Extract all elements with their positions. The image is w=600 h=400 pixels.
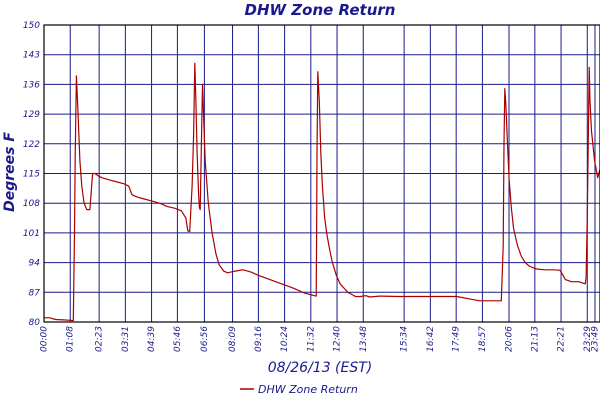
y-tick-label: 150 (23, 21, 40, 31)
x-tick-label: 18:57 (478, 326, 488, 352)
y-tick-label: 94 (29, 259, 41, 269)
series-layer (44, 62, 600, 322)
x-tick-label: 11:32 (306, 326, 316, 352)
y-tick-label: 115 (23, 170, 40, 180)
x-tick-label: 17:49 (452, 326, 462, 352)
y-axis-title: Degrees F (2, 132, 18, 212)
x-tick-label: 02:23 (95, 326, 105, 352)
x-tick-label: 04:39 (147, 326, 157, 352)
x-tick-label: 12:40 (333, 326, 343, 352)
legend: DHW Zone Return (240, 383, 358, 396)
x-tick-label: 08:09 (228, 326, 238, 352)
y-tick-label: 101 (23, 229, 40, 239)
plot-frame (43, 24, 600, 323)
x-tick-label: 10:24 (280, 326, 290, 352)
y-tick-label: 143 (23, 51, 40, 61)
chart-title: DHW Zone Return (245, 1, 396, 19)
legend-label: DHW Zone Return (258, 383, 358, 396)
x-tick-label: 23:29 (583, 326, 593, 352)
x-tick-label: 00:00 (40, 326, 50, 352)
x-tick-label: 13:48 (359, 326, 369, 352)
y-tick-label: 80 (29, 318, 41, 328)
x-tick-label: 21:13 (530, 326, 540, 352)
x-axis-title: 08/26/13 (EST) (268, 360, 373, 376)
x-tick-labels: 00:00 01:08 02:23 03:31 04:39 05:46 06:56 08:09… (40, 326, 600, 352)
x-tick-label: 22:21 (557, 326, 567, 352)
x-tick-label: 03:31 (121, 326, 131, 352)
y-tick-label: 136 (23, 80, 40, 90)
x-tick-label: 01:08 (66, 326, 76, 352)
x-tick-label: 15:34 (400, 326, 410, 352)
x-tick-label: 05:46 (173, 326, 183, 352)
x-tick-label: 16:42 (426, 326, 436, 352)
x-tick-label: 20:06 (505, 326, 515, 352)
y-tick-label: 122 (23, 140, 40, 150)
series-line (44, 62, 600, 322)
x-tick-label: 23:49 (590, 326, 600, 352)
x-tick-label: 06:56 (200, 326, 210, 352)
y-tick-label: 108 (23, 199, 40, 209)
x-tick-label: 09:16 (254, 326, 264, 352)
y-tick-label: 87 (29, 288, 41, 298)
y-tick-label: 129 (23, 110, 40, 120)
y-tick-labels: 80 87 94 101 108 115 122 129 136 143 150 (23, 21, 40, 328)
